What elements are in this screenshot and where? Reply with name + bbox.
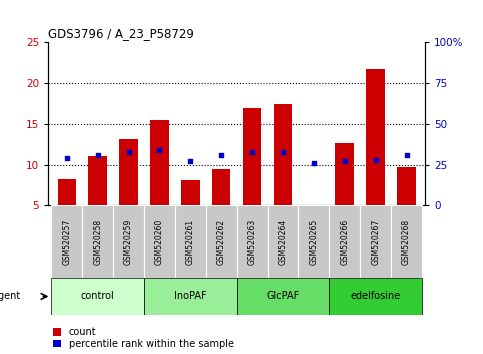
Bar bbox=[367, 69, 385, 205]
Text: GlcPAF: GlcPAF bbox=[266, 291, 299, 302]
Bar bbox=[336, 143, 354, 205]
Bar bbox=[119, 138, 138, 205]
Bar bbox=[51, 278, 144, 315]
Text: GSM520263: GSM520263 bbox=[248, 218, 256, 265]
Bar bbox=[243, 108, 261, 205]
Text: GSM520262: GSM520262 bbox=[217, 218, 226, 265]
Text: GDS3796 / A_23_P58729: GDS3796 / A_23_P58729 bbox=[48, 27, 194, 40]
Point bbox=[125, 149, 132, 154]
Bar bbox=[329, 205, 360, 278]
Point bbox=[94, 152, 101, 158]
Bar bbox=[268, 205, 298, 278]
Bar bbox=[391, 205, 422, 278]
Legend: count, percentile rank within the sample: count, percentile rank within the sample bbox=[53, 327, 234, 349]
Bar bbox=[175, 205, 206, 278]
Text: control: control bbox=[81, 291, 114, 302]
Text: InoPAF: InoPAF bbox=[174, 291, 207, 302]
Bar bbox=[329, 278, 422, 315]
Text: GSM520268: GSM520268 bbox=[402, 218, 411, 265]
Bar bbox=[144, 278, 237, 315]
Point bbox=[248, 149, 256, 154]
Point bbox=[186, 159, 194, 164]
Bar bbox=[298, 205, 329, 278]
Text: GSM520258: GSM520258 bbox=[93, 218, 102, 265]
Bar bbox=[206, 205, 237, 278]
Bar bbox=[274, 104, 292, 205]
Text: GSM520264: GSM520264 bbox=[279, 218, 287, 265]
Text: GSM520259: GSM520259 bbox=[124, 218, 133, 265]
Bar bbox=[113, 205, 144, 278]
Text: agent: agent bbox=[0, 291, 20, 302]
Text: GSM520261: GSM520261 bbox=[186, 218, 195, 265]
Bar bbox=[57, 179, 76, 205]
Point bbox=[217, 152, 225, 158]
Bar bbox=[397, 167, 416, 205]
Bar bbox=[150, 120, 169, 205]
Bar bbox=[360, 205, 391, 278]
Bar bbox=[181, 180, 199, 205]
Bar bbox=[82, 205, 113, 278]
Point bbox=[372, 157, 380, 162]
Bar bbox=[144, 205, 175, 278]
Text: GSM520257: GSM520257 bbox=[62, 218, 71, 265]
Text: GSM520267: GSM520267 bbox=[371, 218, 380, 265]
Bar bbox=[88, 156, 107, 205]
Text: edelfosine: edelfosine bbox=[351, 291, 401, 302]
Text: GSM520265: GSM520265 bbox=[310, 218, 318, 265]
Point bbox=[310, 160, 318, 166]
Point bbox=[279, 149, 287, 154]
Point bbox=[156, 147, 163, 153]
Text: GSM520260: GSM520260 bbox=[155, 218, 164, 265]
Bar bbox=[237, 278, 329, 315]
Bar bbox=[212, 169, 230, 205]
Text: GSM520266: GSM520266 bbox=[340, 218, 349, 265]
Bar bbox=[237, 205, 268, 278]
Bar bbox=[51, 205, 82, 278]
Point bbox=[63, 155, 71, 161]
Point bbox=[341, 159, 349, 164]
Point bbox=[403, 152, 411, 158]
